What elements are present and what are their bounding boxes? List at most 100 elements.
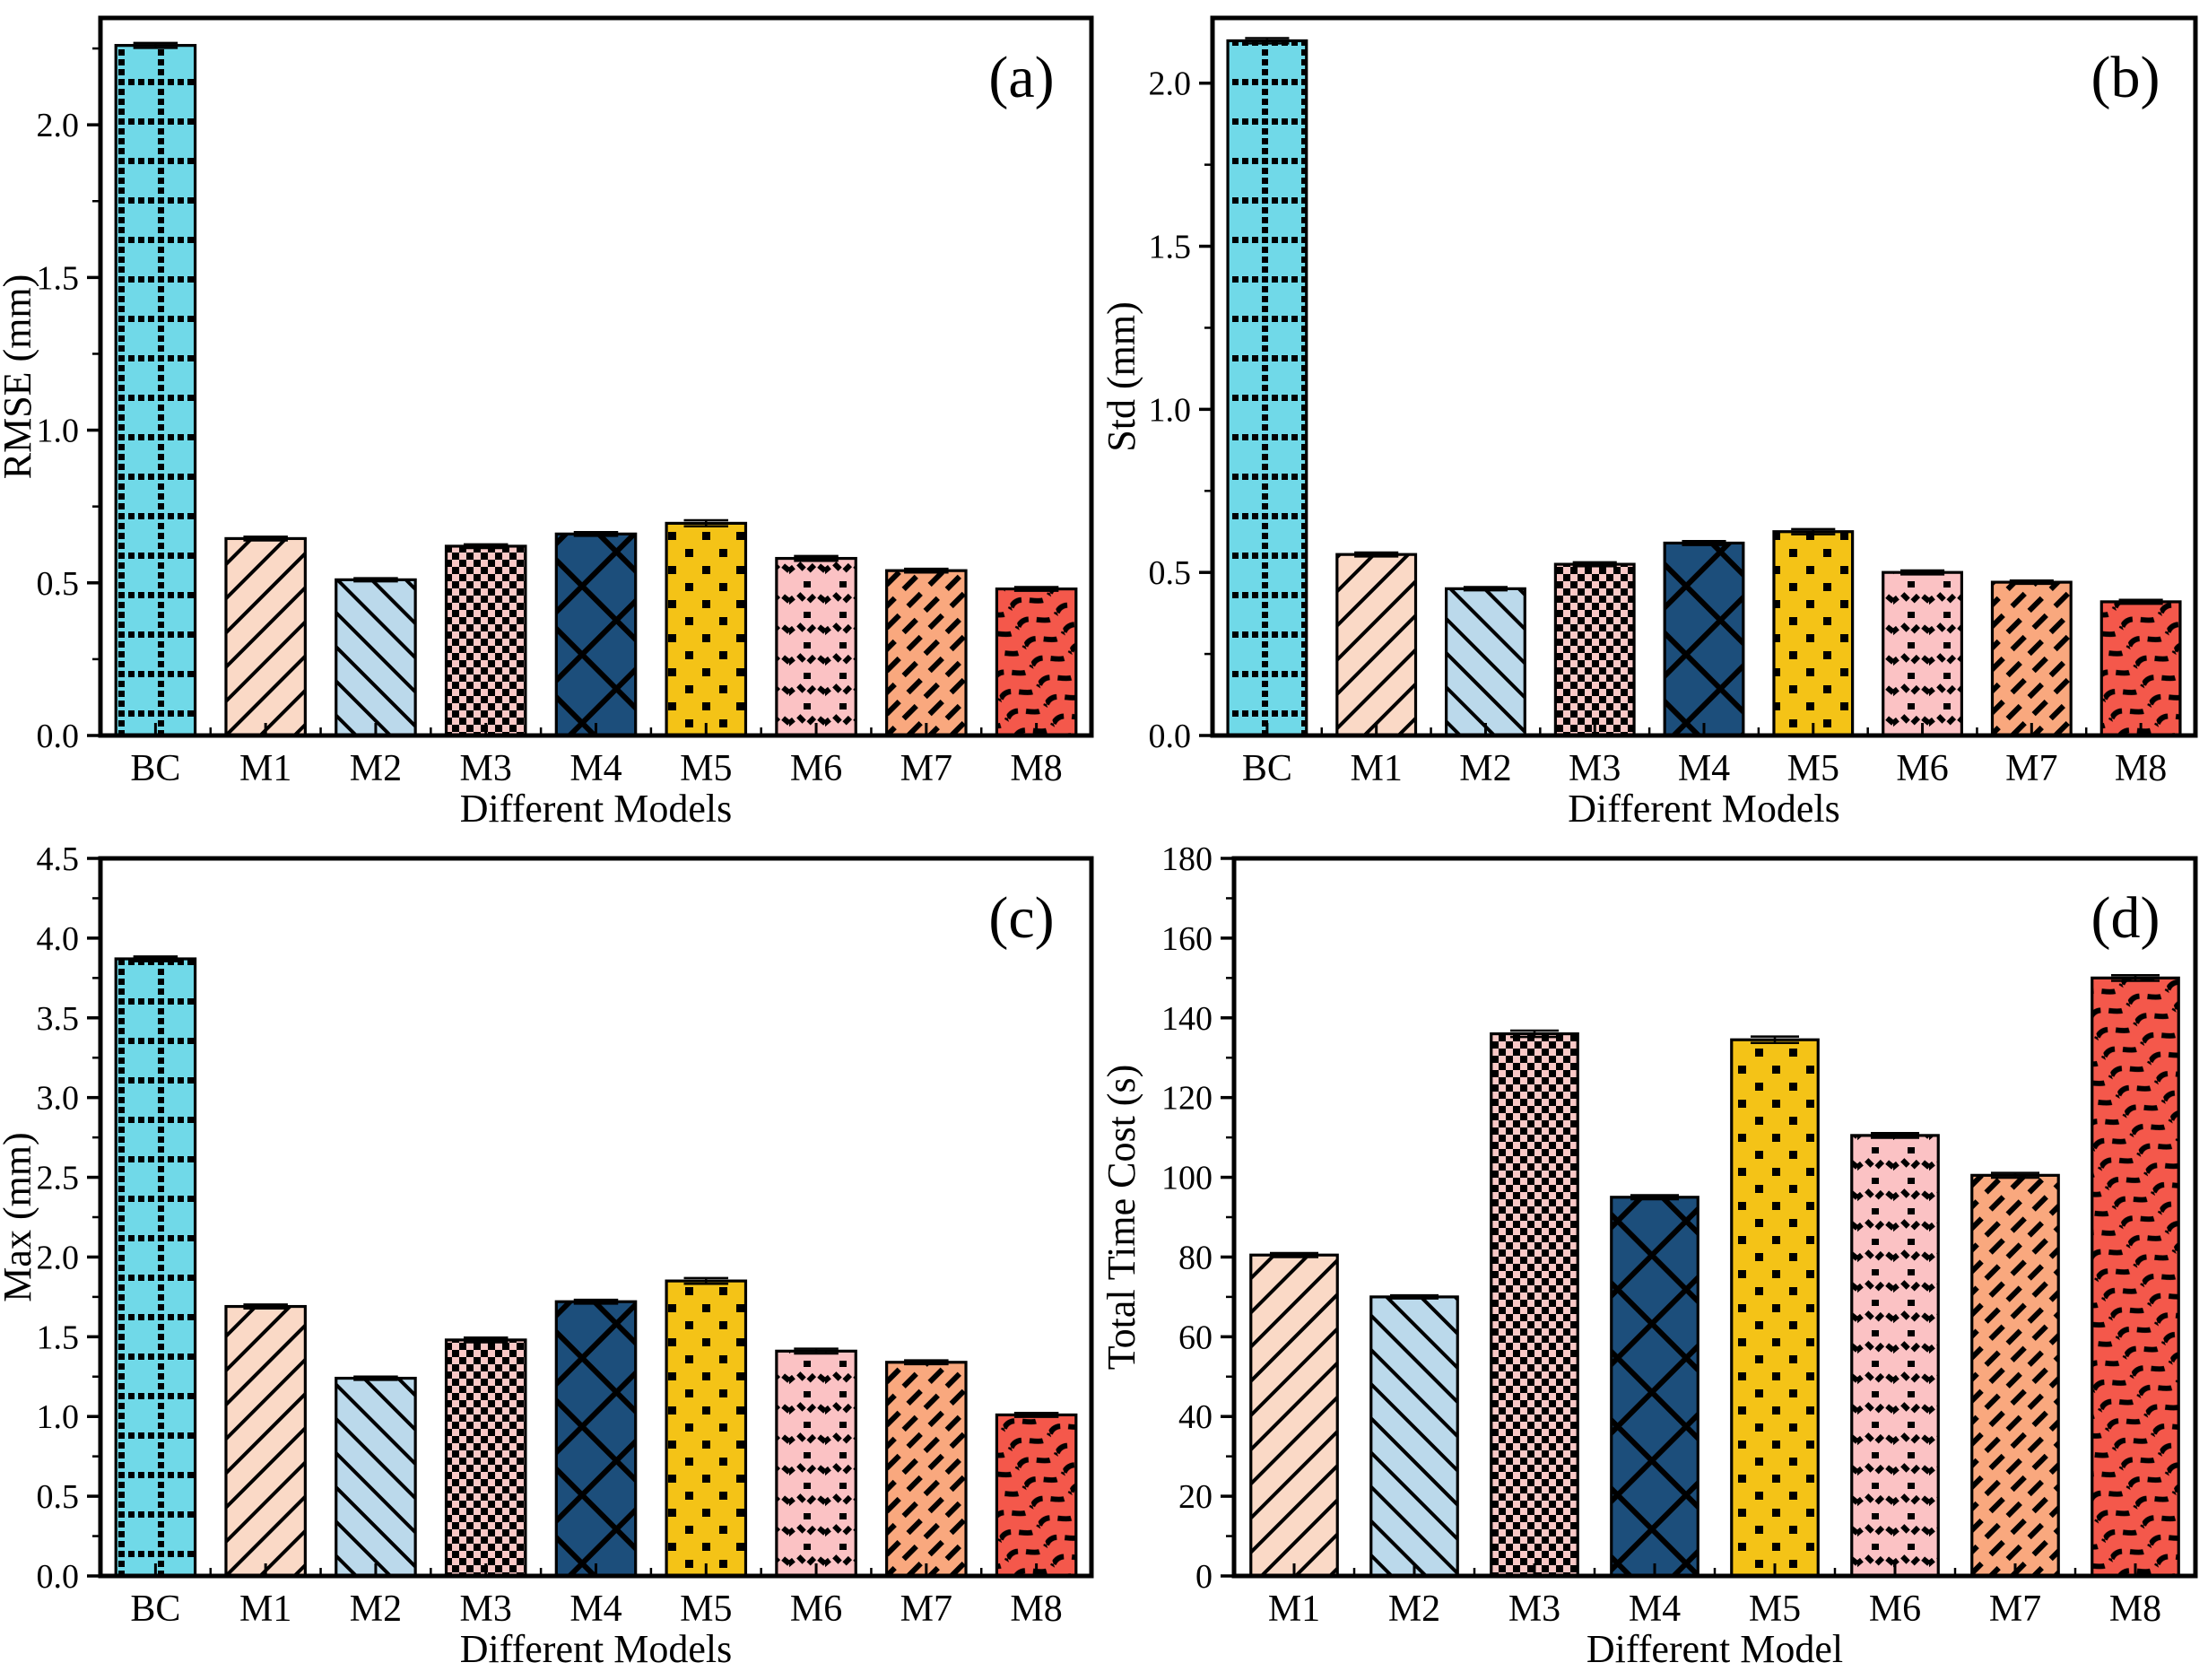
bar-M3 [444, 1336, 527, 1578]
y-tick-label: 20 [1178, 1478, 1213, 1516]
error-bar [2110, 973, 2160, 982]
panel-d-time-cost-chart: 0 20 40 60 80 100 120 140 160 180 M1 M2 M3 M4 M5 M6 M7 M8… [1104, 840, 2208, 1680]
x-tick-label: M6 [790, 748, 842, 789]
bar-M4 [554, 531, 638, 737]
error-bar [904, 567, 949, 574]
bar-M5 [665, 518, 748, 737]
x-tick-label: M5 [680, 748, 732, 789]
y-axis-title: Std (mm) [1104, 301, 1143, 451]
bar-M8 [2099, 598, 2182, 737]
bar-M6 [1850, 1131, 1940, 1578]
error-bar [1682, 540, 1726, 546]
x-tick-label: M2 [350, 748, 402, 789]
x-tick-label: M5 [1749, 1589, 1801, 1630]
error-bar [1013, 586, 1059, 592]
x-axis: BC M1 M2 M3 M4 M5 M6 M7 M8 [130, 1562, 1063, 1630]
bar-M8 [995, 586, 1078, 737]
chart-svg-c: 0.0 0.5 1.0 1.5 2.0 2.5 3.0 3.5 4.0 4.5 BC M1 M2 M3 M4… [0, 840, 1094, 1671]
error-bar [1354, 551, 1399, 558]
bar-M8 [2091, 973, 2180, 1578]
y-axis: 0.0 0.5 1.0 1.5 2.0 2.5 3.0 3.5 4.0 4.5 [37, 840, 100, 1596]
x-tick-label: M1 [239, 748, 291, 789]
x-tick-label: M7 [900, 1589, 952, 1630]
x-axis-title: Different Models [1568, 787, 1839, 831]
panel-b-std-chart: 0.0 0.5 1.0 1.5 2.0 BC M1 M2 M3 M4 M5 M6 M7 M8 Differe… [1104, 0, 2208, 840]
error-bar [1269, 1251, 1319, 1258]
x-tick-label: M6 [1869, 1589, 1921, 1630]
y-axis: 0.0 0.5 1.0 1.5 2.0 [1149, 65, 1213, 755]
x-tick-label: M8 [1010, 1589, 1062, 1630]
bar-M6 [775, 1346, 857, 1578]
x-tick-label: M1 [1268, 1589, 1320, 1630]
bar-M5 [1730, 1034, 1820, 1578]
bar-M7 [885, 1358, 968, 1578]
error-bar [794, 1346, 839, 1354]
panel-c-max-chart: 0.0 0.5 1.0 1.5 2.0 2.5 3.0 3.5 4.0 4.5 BC M1 M2 M3 M4… [0, 840, 1104, 1680]
error-bar [1870, 1131, 1920, 1139]
error-bar [794, 554, 839, 562]
panel-letter: (b) [2091, 45, 2160, 110]
y-tick-label: 2.0 [37, 1239, 80, 1276]
bar-M4 [1663, 540, 1745, 737]
y-axis-title: Max (mm) [0, 1132, 39, 1301]
bar-M3 [444, 543, 527, 737]
error-bar [1791, 527, 1836, 535]
y-tick-label: 2.0 [37, 107, 80, 144]
x-tick-label: BC [130, 1589, 180, 1630]
bar-M6 [1882, 569, 1963, 737]
x-tick-label: M5 [680, 1589, 732, 1630]
error-bar [1245, 37, 1290, 45]
y-tick-label: 4.5 [37, 840, 80, 878]
x-tick-label: M5 [1787, 748, 1839, 789]
x-tick-label: M7 [900, 748, 952, 789]
error-bar [1750, 1034, 1800, 1044]
x-axis-title: Different Models [460, 787, 732, 831]
y-tick-label: 0.5 [1149, 554, 1192, 592]
chart-svg-d: 0 20 40 60 80 100 120 140 160 180 M1 M2 M3 M4 M5 M6 M7 M8… [1104, 840, 2198, 1671]
x-axis: M1 M2 M3 M4 M5 M6 M7 M8 [1268, 1562, 2161, 1630]
x-tick-label: M7 [1989, 1589, 2041, 1630]
bar-M1 [224, 535, 307, 737]
x-tick-label: M4 [1629, 1589, 1681, 1630]
y-tick-label: 2.0 [1149, 65, 1192, 103]
bar-M2 [1369, 1293, 1459, 1578]
y-tick-label: 1.0 [37, 413, 80, 450]
bar-M1 [1335, 551, 1418, 737]
y-tick-label: 0.5 [37, 1478, 80, 1516]
x-tick-label: M4 [1678, 748, 1730, 789]
y-tick-label: 3.0 [37, 1079, 80, 1117]
y-tick-label: 0 [1195, 1558, 1213, 1596]
y-axis: 0 20 40 60 80 100 120 140 160 180 [1161, 840, 1234, 1596]
y-axis-title: RMSE (mm) [0, 274, 39, 480]
y-tick-label: 40 [1178, 1398, 1213, 1436]
x-tick-label: M3 [460, 748, 512, 789]
y-tick-label: 140 [1161, 999, 1213, 1037]
bar-M4 [554, 1298, 638, 1578]
bar-M5 [1772, 527, 1855, 737]
bar-M5 [665, 1276, 748, 1578]
error-bar [1389, 1293, 1439, 1300]
y-tick-label: 1.5 [37, 1319, 80, 1356]
y-tick-label: 0.0 [37, 1558, 80, 1596]
bar-M7 [885, 567, 968, 737]
bar-BC [114, 954, 197, 1578]
y-tick-label: 1.0 [37, 1398, 80, 1436]
error-bar [573, 531, 619, 537]
x-axis: BC M1 M2 M3 M4 M5 M6 M7 M8 [130, 723, 1063, 789]
x-tick-label: M6 [790, 1589, 842, 1630]
x-axis: BC M1 M2 M3 M4 M5 M6 M7 M8 [1242, 723, 2167, 789]
y-tick-label: 4.0 [37, 919, 80, 957]
error-bar [1463, 586, 1508, 592]
bar-M8 [995, 1411, 1078, 1578]
error-bar [1013, 1411, 1059, 1418]
error-bar [683, 518, 729, 528]
chart-svg-b: 0.0 0.5 1.0 1.5 2.0 BC M1 M2 M3 M4 M5 M6 M7 M8 Differe… [1104, 15, 2198, 831]
y-tick-label: 2.5 [37, 1159, 80, 1197]
error-bar [353, 577, 398, 583]
x-tick-label: M2 [1459, 748, 1511, 789]
y-axis-title: Total Time Cost (s) [1104, 1064, 1143, 1369]
x-tick-label: M6 [1896, 748, 1948, 789]
bar-M6 [775, 554, 857, 737]
error-bar [463, 1336, 509, 1344]
